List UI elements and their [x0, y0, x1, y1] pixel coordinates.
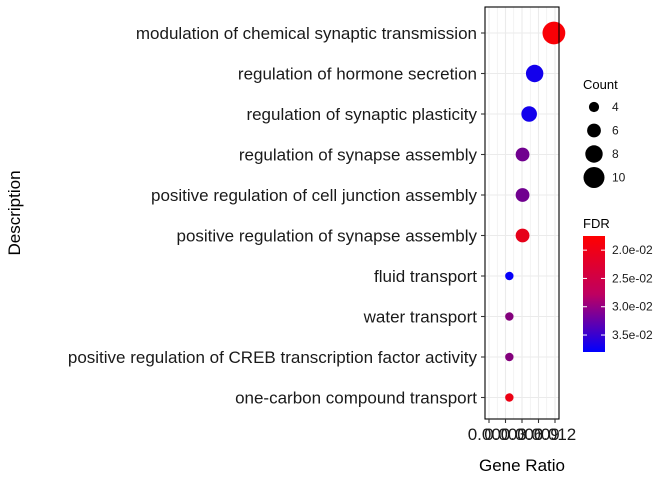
data-point	[505, 352, 514, 362]
color-legend-title: FDR	[583, 216, 610, 231]
size-legend-key	[588, 101, 600, 113]
category-label: fluid transport	[374, 267, 477, 286]
data-point	[542, 21, 566, 45]
data-point	[515, 147, 530, 162]
category-label: modulation of chemical synaptic transmis…	[136, 24, 477, 43]
data-point	[515, 228, 530, 243]
category-label: positive regulation of synapse assembly	[177, 227, 478, 246]
color-legend-label: 2.5e-02	[612, 271, 653, 285]
category-label: positive regulation of cell junction ass…	[151, 186, 478, 205]
color-legend-label: 3.5e-02	[612, 328, 653, 342]
color-legend-label: 2.0e-02	[612, 243, 653, 257]
size-legend-label: 8	[612, 147, 619, 161]
data-point	[505, 312, 514, 321]
size-legend: Count 4 6 8 10	[583, 77, 626, 188]
color-legend-ticks: 2.0e-02 2.5e-02 3.0e-02 3.5e-02	[583, 243, 653, 342]
category-label: regulation of hormone secretion	[238, 65, 477, 84]
data-point	[521, 106, 537, 122]
data-point	[515, 188, 530, 202]
x-tick-label: 0.000	[468, 425, 511, 444]
category-label: regulation of synapse assembly	[239, 146, 478, 165]
data-point	[505, 393, 514, 402]
size-legend-key	[585, 145, 603, 163]
x-axis-title: Gene Ratio	[479, 456, 565, 475]
category-label: one-carbon compound transport	[235, 389, 477, 408]
category-label: regulation of synaptic plasticity	[246, 105, 477, 124]
size-legend-label: 10	[612, 171, 626, 185]
size-legend-key	[583, 167, 605, 188]
category-label: positive regulation of CREB transcriptio…	[68, 348, 478, 367]
x-tick-label: 0.012	[534, 425, 577, 444]
y-axis-title: Description	[5, 170, 24, 255]
size-legend-key	[587, 123, 601, 138]
size-legend-items: 4 6 8 10	[583, 100, 626, 188]
y-tick-labels: modulation of chemical synaptic transmis…	[68, 24, 478, 408]
size-legend-title: Count	[583, 77, 618, 92]
x-tick-label: 0.009	[517, 425, 560, 444]
color-legend: FDR 2.0e-02 2.5e-02 3.0e-02 3.5e-02	[583, 216, 653, 352]
data-points	[505, 21, 566, 402]
size-legend-label: 6	[612, 124, 619, 138]
x-tick-label: 0.006	[501, 425, 544, 444]
color-legend-bar	[583, 236, 605, 352]
y-ticks	[481, 32, 485, 399]
data-point	[505, 271, 514, 281]
data-point	[525, 64, 544, 83]
x-tick-label: 0.003	[484, 425, 527, 444]
category-label: water transport	[363, 308, 478, 327]
color-legend-label: 3.0e-02	[612, 300, 653, 314]
size-legend-label: 4	[612, 100, 619, 114]
